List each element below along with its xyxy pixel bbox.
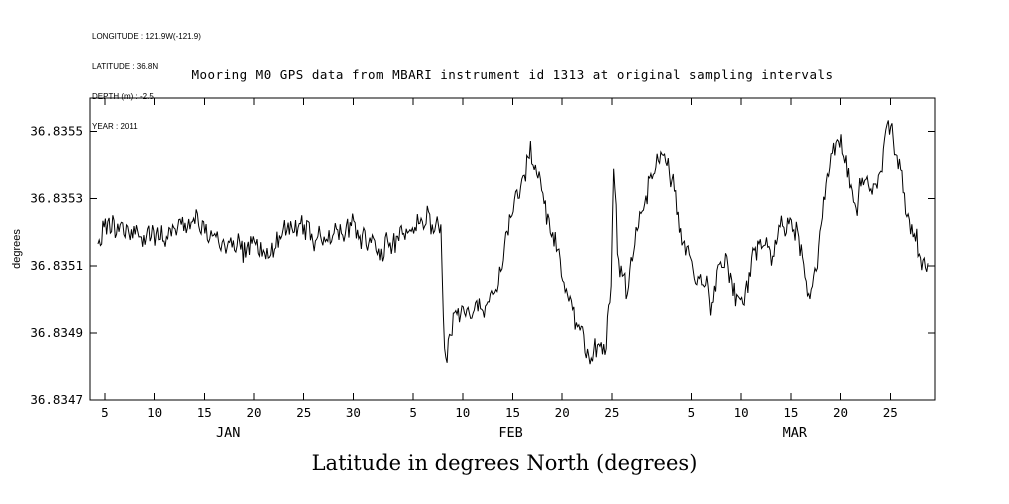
x-tick-label: 30 <box>346 405 361 420</box>
meta-year: YEAR : 2011 <box>92 122 138 131</box>
data-line <box>97 120 929 365</box>
x-tick-label: 5 <box>688 405 696 420</box>
x-tick-label: 5 <box>409 405 417 420</box>
y-tick-label: 36.8353 <box>30 191 83 206</box>
x-tick-label: 15 <box>505 405 520 420</box>
plot-frame <box>89 97 936 401</box>
meta-latitude: LATITUDE : 36.8N <box>92 62 159 71</box>
x-tick-label: 10 <box>147 405 162 420</box>
meta-depth: DEPTH (m) : -2.5 <box>92 92 154 101</box>
y-tick-label: 36.8355 <box>30 124 83 139</box>
month-label: FEB <box>498 425 522 441</box>
x-tick-label: 5 <box>101 405 109 420</box>
x-tick-label: 25 <box>604 405 619 420</box>
y-tick-label: 36.8347 <box>30 392 83 407</box>
x-tick-label: 20 <box>833 405 848 420</box>
header-metadata: LONGITUDE : 121.9W(-121.9) LATITUDE : 36… <box>92 12 201 152</box>
month-label: JAN <box>216 425 240 441</box>
y-tick-label: 36.8351 <box>30 258 83 273</box>
meta-longitude: LONGITUDE : 121.9W(-121.9) <box>92 32 201 41</box>
x-tick-label: 15 <box>783 405 798 420</box>
month-label: MAR <box>783 425 808 441</box>
y-tick-label: 36.8349 <box>30 325 83 340</box>
chart-title: Mooring M0 GPS data from MBARI instrumen… <box>191 67 834 82</box>
x-tick-label: 20 <box>246 405 261 420</box>
x-tick-label: 25 <box>883 405 898 420</box>
x-tick-label: 10 <box>734 405 749 420</box>
x-tick-label: 20 <box>555 405 570 420</box>
x-tick-label: 25 <box>296 405 311 420</box>
x-axis-caption: Latitude in degrees North (degrees) <box>311 451 698 475</box>
x-tick-label: 15 <box>197 405 212 420</box>
x-tick-label: 10 <box>455 405 470 420</box>
